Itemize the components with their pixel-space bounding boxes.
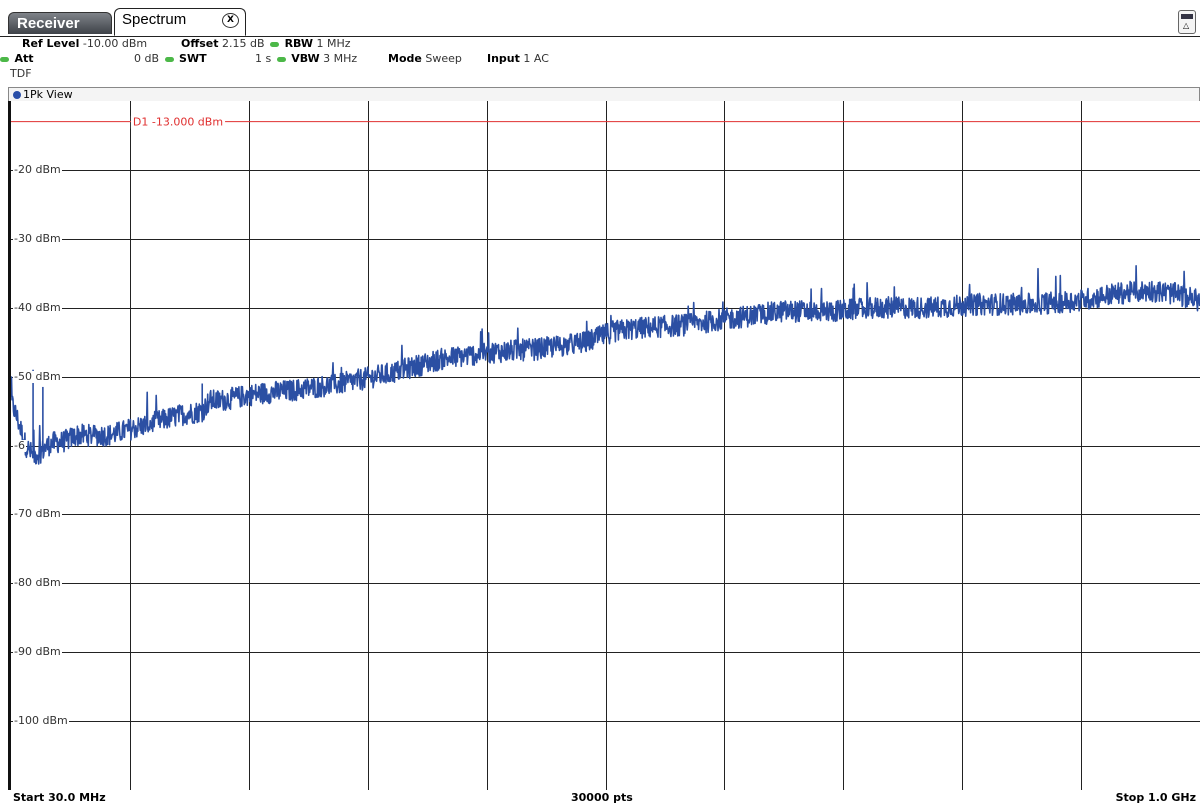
vbw-value: 3 MHz [323, 52, 358, 65]
y-axis-label: -20 dBm [13, 162, 62, 176]
sweep-points: 30000 pts [571, 791, 633, 804]
att-label: Att [14, 52, 34, 65]
rbw-label: RBW [284, 37, 313, 50]
offset-label: Offset [181, 37, 219, 50]
att-status-dot [0, 56, 9, 62]
mode-value: Sweep [425, 52, 462, 65]
att-value: 0 dB [134, 52, 160, 65]
settings-panel: Ref Level -10.00 dBm Offset 2.15 dB RBW … [0, 37, 1200, 87]
start-frequency: Start 30.0 MHz [13, 791, 106, 804]
tdf-label: TDF [10, 67, 32, 80]
ref-level-value: -10.00 dBm [82, 37, 148, 50]
tab-spectrum[interactable]: Spectrum X [114, 8, 246, 36]
spectrum-svg: D1 -13.000 dBm [11, 101, 1200, 790]
y-axis-label: -70 dBm [13, 507, 62, 521]
trace-indicator-icon [13, 91, 21, 99]
input-value: 1 AC [523, 52, 549, 65]
swt-value: 1 s [255, 52, 272, 65]
rbw-status-dot [270, 41, 280, 47]
spectrum-trace [11, 265, 1200, 465]
stop-frequency: Stop 1.0 GHz [1115, 791, 1196, 804]
display-layout-icon[interactable]: △ [1178, 10, 1196, 34]
close-icon[interactable]: X [222, 13, 239, 28]
tab-spectrum-label: Spectrum [122, 11, 187, 28]
swt-label: SWT [179, 52, 207, 65]
y-axis-label: -30 dBm [13, 231, 62, 245]
swt-status-dot [164, 56, 174, 62]
display-line-label: D1 -13.000 dBm [133, 116, 223, 129]
frequency-footer: Start 30.0 MHz 30000 pts Stop 1.0 GHz [0, 791, 1200, 805]
view-title-bar: 1Pk View [8, 87, 1200, 101]
input-label: Input [487, 52, 520, 65]
view-label: 1Pk View [23, 88, 73, 101]
tab-receiver[interactable]: Receiver [8, 12, 112, 34]
spectrum-plot[interactable]: D1 -13.000 dBm -20 dBm -30 dBm -40 dBm -50 … [8, 101, 1200, 790]
vbw-label: VBW [291, 52, 320, 65]
y-axis-label: -100 dBm [13, 714, 69, 728]
vbw-status-dot [276, 56, 286, 62]
y-axis-label: -80 dBm [13, 576, 62, 590]
tab-bar: Receiver Spectrum X △ [0, 0, 1200, 37]
y-axis-label: -50 dBm [13, 369, 62, 383]
y-axis-label: -40 dBm [13, 300, 62, 314]
y-axis-label: -6 [13, 438, 26, 452]
mode-label: Mode [388, 52, 422, 65]
rbw-value: 1 MHz [316, 37, 351, 50]
offset-value: 2.15 dB [222, 37, 265, 50]
ref-level-label: Ref Level [22, 37, 80, 50]
y-axis-label: -90 dBm [13, 645, 62, 659]
